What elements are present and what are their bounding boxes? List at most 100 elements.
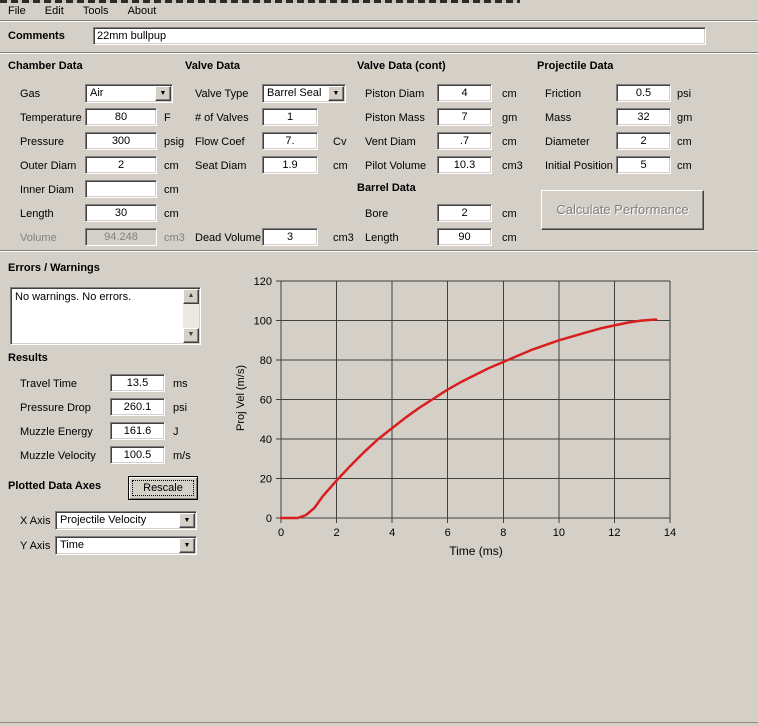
friction-unit: psi [677,88,692,100]
bore-input[interactable] [437,204,492,222]
scroll-up-icon[interactable]: ▲ [183,289,199,304]
initial-position-label: Initial Position [545,160,613,172]
bore-unit: cm [502,208,517,220]
menu-tools[interactable]: Tools [82,5,109,17]
svg-text:20: 20 [260,474,272,486]
focus-rect [132,480,194,496]
piston-diam-input[interactable] [437,84,492,102]
scroll-down-icon[interactable]: ▼ [183,328,199,343]
valve-section-title: Valve Data [185,60,241,72]
menu-bar: File Edit Tools About [0,3,758,20]
friction-input[interactable] [616,84,671,102]
pilot-volume-label: Pilot Volume [365,160,427,172]
chamber-length-input[interactable] [85,204,157,222]
projectile-section-title: Projectile Data [537,60,614,72]
diameter-unit: cm [677,136,692,148]
pressure-drop-value [110,398,165,416]
menu-edit[interactable]: Edit [44,5,64,17]
inner-diam-unit: cm [164,184,179,196]
volume-label: Volume [20,232,57,244]
piston-mass-unit: gm [502,112,518,124]
chevron-down-icon[interactable]: ▼ [328,86,344,101]
diameter-input[interactable] [616,132,671,150]
y-axis-value: Time [60,539,85,551]
svg-text:14: 14 [664,527,676,539]
dead-volume-input[interactable] [262,228,318,246]
travel-time-label: Travel Time [20,378,78,390]
num-valves-input[interactable] [262,108,318,126]
temperature-unit: F [164,112,171,124]
friction-label: Friction [545,88,582,100]
dead-volume-unit: cm3 [333,232,354,244]
errors-scrollbar[interactable]: ▲ ▼ [183,289,199,343]
pilot-volume-input[interactable] [437,156,492,174]
gas-value: Air [90,87,104,99]
results-section-title: Results [8,352,48,364]
chevron-down-icon[interactable]: ▼ [179,513,195,528]
muzzle-energy-unit: J [173,426,179,438]
outer-diam-input[interactable] [85,156,157,174]
calculate-performance-button: Calculate Performance [541,190,704,230]
velocity-chart: 0 2 4 6 8 10 12 14 0 20 40 60 80 100 120 Proj Vel (m/s… [230,268,700,568]
seat-diam-label: Seat Diam [195,160,247,172]
svg-text:10: 10 [553,527,565,539]
flow-coef-label: Flow Coef [195,136,245,148]
comments-input[interactable] [93,27,706,45]
rescale-button[interactable]: Rescale [128,476,198,500]
y-axis-label: Y Axis [20,540,51,552]
chart-x-axis-title: Time (ms) [449,544,503,558]
outer-diam-label: Outer Diam [20,160,77,172]
valve-cont-section-title: Valve Data (cont) [357,60,446,72]
rescale-label: Rescale [143,482,183,494]
flow-coef-unit: Cv [333,136,347,148]
pressure-drop-label: Pressure Drop [20,402,91,414]
barrel-section-title: Barrel Data [357,182,416,194]
barrel-length-label: Length [365,232,399,244]
vent-diam-unit: cm [502,136,517,148]
chevron-down-icon[interactable]: ▼ [155,86,171,101]
num-valves-label: # of Valves [195,112,249,124]
inner-diam-input[interactable] [85,180,157,198]
chart-canvas: 0 2 4 6 8 10 12 14 0 20 40 60 80 100 120 [254,276,676,539]
svg-text:0: 0 [278,527,284,539]
svg-text:120: 120 [254,276,272,288]
comments-divider [0,52,758,54]
valve-type-label: Valve Type [195,88,249,100]
x-axis-label: X Axis [20,515,51,527]
muzzle-velocity-label: Muzzle Velocity [20,450,96,462]
gas-select[interactable]: Air ▼ [85,84,173,103]
seat-diam-input[interactable] [262,156,318,174]
svg-text:2: 2 [334,527,340,539]
svg-text:80: 80 [260,355,272,367]
pressure-label: Pressure [20,136,65,148]
chamber-length-label: Length [20,208,54,220]
titlebar-remnant [0,0,520,3]
menu-about[interactable]: About [127,5,157,17]
muzzle-velocity-value [110,446,165,464]
mass-input[interactable] [616,108,671,126]
errors-textbox[interactable]: No warnings. No errors. ▲ ▼ [10,287,201,345]
barrel-length-input[interactable] [437,228,492,246]
vent-diam-label: Vent Diam [365,136,416,148]
chevron-down-icon[interactable]: ▼ [179,538,195,553]
mass-unit: gm [677,112,693,124]
y-axis-select[interactable]: Time ▼ [55,536,197,555]
valve-type-select[interactable]: Barrel Seal ▼ [262,84,346,103]
pressure-input[interactable] [85,132,157,150]
travel-time-value [110,374,165,392]
piston-diam-unit: cm [502,88,517,100]
initial-position-input[interactable] [616,156,671,174]
x-axis-select[interactable]: Projectile Velocity ▼ [55,511,197,530]
pilot-volume-unit: cm3 [502,160,523,172]
piston-mass-input[interactable] [437,108,492,126]
temperature-input[interactable] [85,108,157,126]
menu-divider [0,20,758,22]
svg-text:0: 0 [266,513,272,525]
dead-volume-label: Dead Volume [195,232,262,244]
menu-file[interactable]: File [8,5,26,17]
vent-diam-input[interactable] [437,132,492,150]
chamber-section-title: Chamber Data [8,60,83,72]
seat-diam-unit: cm [333,160,348,172]
flow-coef-input[interactable] [262,132,318,150]
diameter-label: Diameter [545,136,590,148]
